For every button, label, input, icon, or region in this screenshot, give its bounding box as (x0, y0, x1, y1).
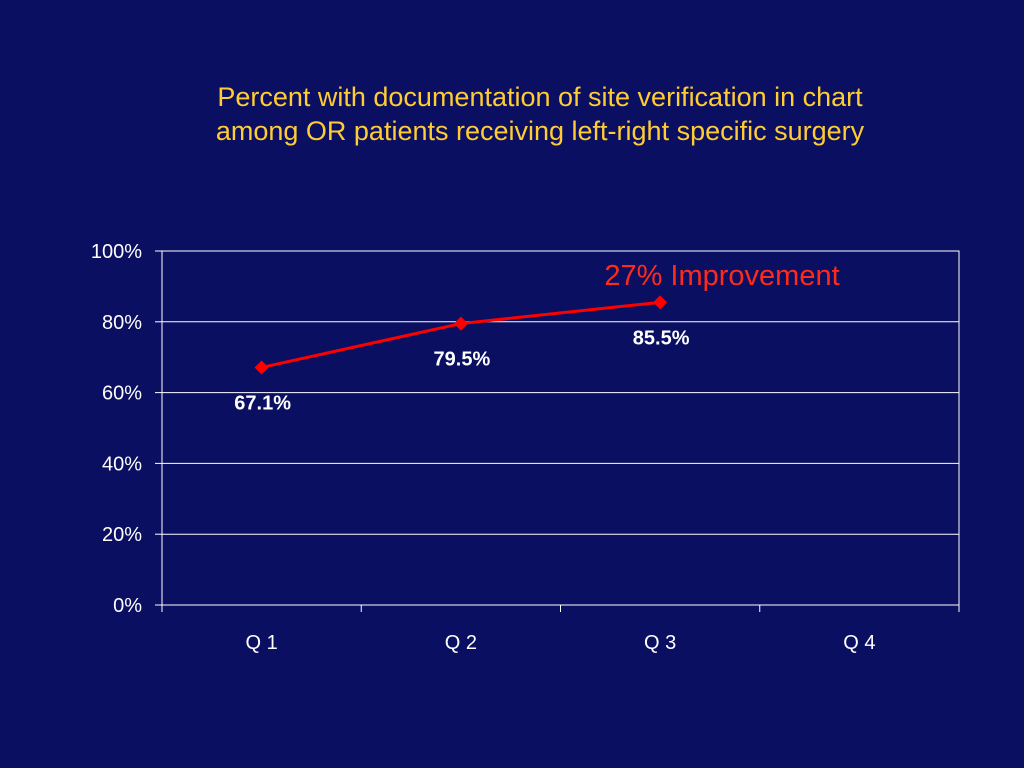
y-tick-label: 80% (102, 312, 142, 334)
data-point-marker (653, 295, 668, 310)
data-label: 67.1% (234, 392, 291, 414)
y-tick-label: 100% (91, 241, 142, 263)
chart-title: Percent with documentation of site verif… (0, 80, 1024, 148)
plot-area-frame (161, 250, 960, 606)
improvement-annotation: 27% Improvement (604, 260, 839, 292)
data-point-marker (254, 360, 269, 375)
y-tick-label: 60% (102, 383, 142, 405)
x-tick-label: Q 4 (843, 632, 875, 654)
x-tick-label: Q 1 (246, 632, 278, 654)
y-tick-label: 40% (102, 453, 142, 475)
data-point-marker (453, 316, 468, 331)
chart-title-line-2: among OR patients receiving left-right s… (215, 116, 865, 146)
y-tick-label: 20% (102, 524, 142, 546)
x-tick-label: Q 2 (445, 632, 477, 654)
axes (155, 250, 960, 612)
x-tick-label: Q 3 (644, 632, 676, 654)
data-label: 85.5% (633, 327, 690, 349)
chart-title-line-1: Percent with documentation of site verif… (217, 82, 863, 112)
data-labels: 67.1% 79.5% 85.5% (234, 327, 689, 414)
y-tick-label: 0% (113, 595, 142, 617)
series (254, 295, 668, 375)
gridlines (162, 321, 959, 535)
data-label: 79.5% (434, 349, 491, 371)
tick-labels: 0% 20% 40% 60% 80% 100% Q 1 Q 2 Q 3 Q 4 (91, 241, 876, 654)
